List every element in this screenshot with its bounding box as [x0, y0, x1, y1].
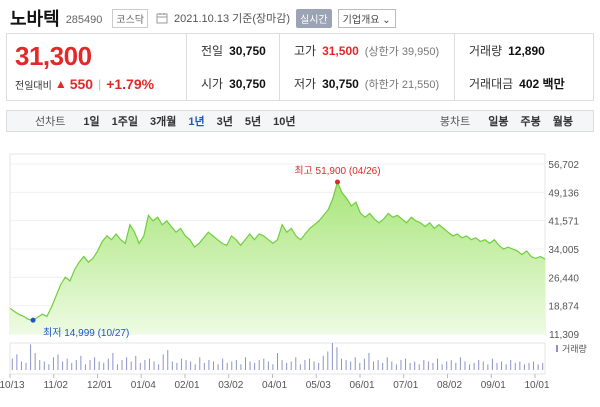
lower-limit: (하한가 21,550) — [364, 78, 440, 91]
volume-legend-label: 거래량 — [562, 343, 587, 354]
y-tick-label: 49,136 — [548, 188, 579, 199]
period-tab-4[interactable]: 3년 — [216, 116, 233, 128]
low-value: 30,750 — [322, 76, 359, 91]
calendar-icon — [156, 13, 168, 24]
x-tick-label: 11/02 — [44, 380, 69, 391]
price-chart: 56,702 49,136 41,571 34,005 26,440 18,874 11,3… — [0, 138, 600, 404]
y-tick-label: 11,309 — [549, 330, 579, 341]
stat-amount: 거래대금 402 백만 — [454, 67, 593, 100]
company-overview-button[interactable]: 기업개요 ⌄ — [337, 8, 396, 28]
price-chart-svg: 56,702 49,136 41,571 34,005 26,440 18,874 11,3… — [0, 153, 587, 391]
chevron-down-icon: ⌄ — [382, 14, 391, 26]
price-line — [9, 180, 546, 321]
volume-value: 12,890 — [508, 43, 545, 58]
change-separator: | — [98, 77, 102, 91]
chart-period-tabs: 선차트 1일 1주일 3개월 1년 3년 5년 10년 봉차트 일봉 주봉 월봉 — [6, 110, 594, 132]
base-date: 2021.10.13 기준(장마감) — [174, 13, 291, 25]
x-tick-label: 05/03 — [306, 380, 331, 391]
x-tick-label: 03/02 — [218, 380, 243, 391]
max-label: 최고 51,900 (04/26) — [294, 165, 380, 177]
amount-value: 402 백만 — [519, 77, 565, 91]
high-value: 31,500 — [322, 43, 359, 58]
period-tab-6[interactable]: 10년 — [273, 116, 296, 128]
stock-header: 노바텍 285490 코스닥 2021.10.13 기준(장마감) 실시간 기업… — [10, 6, 396, 30]
high-label: 고가 — [294, 44, 317, 58]
prev-label: 전일 — [201, 44, 224, 58]
candle-chart-label[interactable]: 봉차트 — [439, 116, 471, 128]
volume-frame — [9, 342, 546, 375]
x-tick-label: 04/01 — [262, 380, 287, 391]
stock-code: 285490 — [65, 13, 103, 26]
stat-low: 저가 30,750 (하한가 21,550) — [279, 67, 454, 100]
y-tick-label: 18,874 — [548, 302, 579, 313]
stock-name: 노바텍 — [10, 9, 60, 29]
y-tick-label: 26,440 — [548, 273, 579, 284]
candle-tab-group: 일봉 주봉 월봉 — [482, 113, 579, 129]
price-area — [10, 182, 545, 334]
x-tick-label: 07/01 — [393, 380, 418, 391]
change-value: 550 — [69, 76, 94, 92]
upper-limit: (상한가 39,950) — [364, 45, 440, 58]
period-tab-3[interactable]: 1년 — [188, 116, 205, 128]
line-chart-label[interactable]: 선차트 — [35, 116, 66, 128]
candle-tab-2[interactable]: 월봉 — [552, 116, 573, 128]
volume-label: 거래량 — [469, 44, 503, 58]
change-rate: +1.79% — [106, 76, 155, 92]
change-line: 전일대비 ▲ 550 | +1.79% — [15, 76, 178, 92]
stat-volume: 거래량 12,890 — [454, 34, 593, 67]
x-tick-label: 01/04 — [131, 380, 156, 391]
open-value: 30,750 — [229, 76, 266, 91]
amount-label: 거래대금 — [469, 77, 514, 91]
low-label: 저가 — [294, 77, 317, 91]
candle-tab-0[interactable]: 일봉 — [488, 116, 509, 128]
min-label: 최저 14,999 (10/27) — [43, 327, 129, 339]
market-badge: 코스닥 — [112, 8, 149, 28]
x-tick-label: 08/02 — [437, 380, 462, 391]
price-summary: 31,300 전일대비 ▲ 550 | +1.79% 전일 30,750 고가 31… — [6, 33, 594, 101]
realtime-badge[interactable]: 실시간 — [296, 8, 332, 28]
stat-prev: 전일 30,750 — [187, 34, 279, 67]
stats-grid: 전일 30,750 고가 31,500 (상한가 39,950) 거래량 12,890 … — [187, 34, 593, 100]
period-tab-5[interactable]: 5년 — [244, 116, 262, 128]
open-label: 시가 — [201, 77, 224, 91]
x-tick-label: 09/01 — [481, 380, 506, 391]
period-tab-1[interactable]: 1주일 — [111, 116, 138, 128]
x-tick-label: 10/13 — [0, 380, 25, 391]
company-overview-label: 기업개요 — [342, 14, 380, 26]
up-arrow-icon: ▲ — [54, 77, 67, 91]
x-tick-label: 12/01 — [87, 380, 112, 391]
stat-open: 시가 30,750 — [187, 67, 279, 100]
period-tab-group: 1일 1주일 3개월 1년 3년 5년 10년 — [77, 113, 301, 129]
period-tab-0[interactable]: 1일 — [83, 116, 100, 128]
period-tab-2[interactable]: 3개월 — [149, 116, 177, 128]
x-tick-label: 02/01 — [174, 380, 199, 391]
current-price-box: 31,300 전일대비 ▲ 550 | +1.79% — [7, 34, 187, 100]
y-tick-label: 34,005 — [548, 245, 579, 256]
x-tick-label: 06/01 — [349, 380, 374, 391]
change-label: 전일대비 — [15, 80, 52, 92]
current-price: 31,300 — [15, 41, 92, 71]
stat-high: 고가 31,500 (상한가 39,950) — [279, 34, 454, 67]
max-point — [334, 179, 340, 185]
x-tick-label: 10/01 — [524, 380, 549, 391]
y-tick-label: 41,571 — [548, 217, 579, 228]
candle-tab-1[interactable]: 주봉 — [520, 116, 541, 128]
prev-value: 30,750 — [229, 43, 266, 58]
min-point — [30, 317, 36, 323]
y-tick-label: 56,702 — [548, 160, 579, 171]
volume-legend-swatch — [556, 345, 558, 352]
